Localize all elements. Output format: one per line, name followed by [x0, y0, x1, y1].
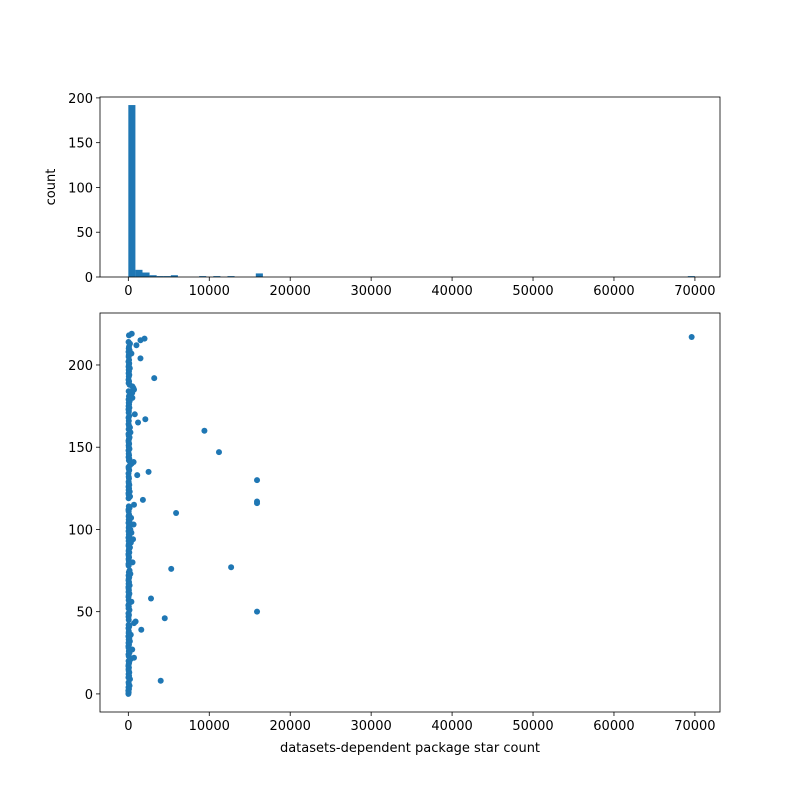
- scatter-point: [688, 334, 695, 341]
- hist-bar: [199, 276, 207, 277]
- scatter-point: [131, 411, 138, 418]
- scatter-point: [130, 521, 137, 528]
- x-tick-label: 70000: [674, 284, 715, 299]
- x-axis-label: datasets-dependent package star count: [280, 741, 540, 756]
- hist-bar: [142, 272, 150, 277]
- scatter-point: [125, 388, 132, 395]
- x-tick-label: 50000: [512, 284, 553, 299]
- scatter-point: [254, 498, 261, 505]
- hist-bar: [213, 276, 221, 277]
- scatter-point: [201, 427, 208, 434]
- scatter-point: [135, 419, 142, 426]
- x-tick-label: 30000: [350, 284, 391, 299]
- y-tick-label: 150: [68, 137, 93, 152]
- x-tick-label: 20000: [270, 719, 311, 734]
- axes-frame: [99, 96, 721, 278]
- x-tick-label: 50000: [512, 719, 553, 734]
- x-tick-label: 60000: [593, 719, 634, 734]
- scatter-point: [254, 608, 261, 615]
- scatter-point: [215, 449, 222, 456]
- x-tick-label: 0: [124, 284, 132, 299]
- scatter-point: [125, 621, 132, 628]
- x-tick-label: 60000: [593, 284, 634, 299]
- x-tick-label: 40000: [431, 719, 472, 734]
- hist-bar: [687, 276, 695, 277]
- scatter-point: [141, 335, 148, 342]
- y-tick-label: 50: [76, 226, 93, 241]
- scatter-point: [132, 618, 139, 625]
- x-tick-label: 10000: [189, 284, 230, 299]
- scatter-point: [137, 355, 144, 362]
- hist-bar: [170, 275, 178, 277]
- x-tick-label: 0: [124, 719, 132, 734]
- hist-bar: [149, 275, 157, 277]
- scatter-point: [130, 654, 137, 661]
- x-tick-label: 30000: [350, 719, 391, 734]
- scatter-point: [130, 501, 137, 508]
- hist-bar: [227, 276, 235, 277]
- y-tick-label: 200: [68, 359, 93, 374]
- scatter-point: [151, 375, 158, 382]
- scatter-point: [130, 459, 137, 466]
- scatter-point: [173, 509, 180, 516]
- hist-bar: [255, 273, 263, 277]
- x-tick-label: 40000: [431, 284, 472, 299]
- scatter-point: [139, 496, 146, 503]
- scatter-point: [128, 330, 135, 337]
- y-axis-label: count: [44, 169, 59, 206]
- scatter-point: [157, 677, 164, 684]
- hist-bar: [135, 269, 143, 277]
- hist-bar: [163, 276, 171, 277]
- scatter-point: [133, 342, 140, 349]
- y-tick-label: 150: [68, 441, 93, 456]
- y-tick-label: 0: [85, 688, 93, 703]
- hist-bar: [128, 105, 136, 278]
- hist-bar: [156, 276, 164, 277]
- scatter-point: [145, 468, 152, 475]
- x-tick-label: 20000: [270, 284, 311, 299]
- y-tick-label: 50: [76, 606, 93, 621]
- scatter-point: [254, 477, 261, 484]
- x-tick-label: 70000: [674, 719, 715, 734]
- y-tick-label: 0: [85, 271, 93, 286]
- scatter-point: [147, 595, 154, 602]
- scatter-point: [168, 565, 175, 572]
- y-tick-label: 100: [68, 181, 93, 196]
- scatter-point: [134, 472, 141, 479]
- scatter-point: [125, 503, 132, 510]
- scatter-point: [125, 338, 132, 345]
- scatter-point: [126, 567, 133, 574]
- axes-frame: [99, 312, 721, 713]
- scatter-point: [161, 615, 168, 622]
- scatter-point: [138, 626, 145, 633]
- y-tick-label: 100: [68, 523, 93, 538]
- scatter-point: [142, 416, 149, 423]
- y-tick-label: 200: [68, 92, 93, 107]
- x-tick-label: 10000: [189, 719, 230, 734]
- scatter-point: [228, 564, 235, 571]
